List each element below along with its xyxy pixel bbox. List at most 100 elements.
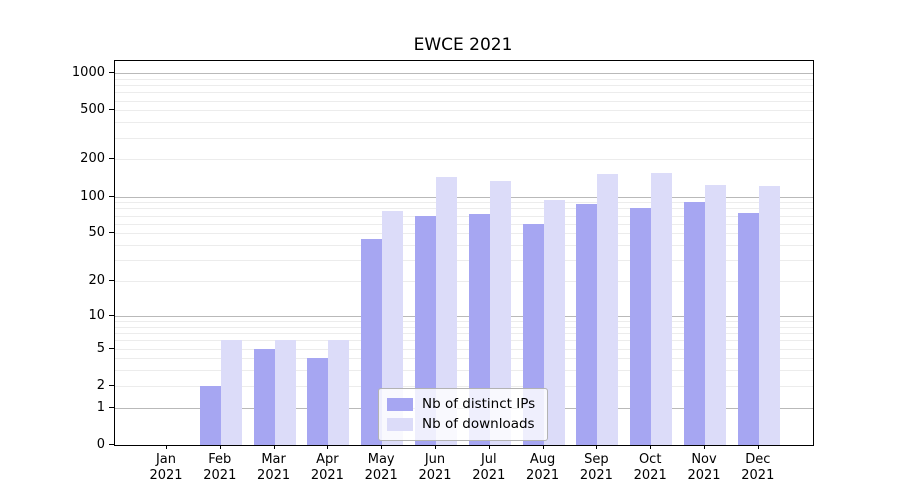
- gridline-minor: [115, 358, 813, 360]
- x-tick-mark: [488, 445, 490, 449]
- gridline-minor: [115, 233, 813, 235]
- y-tick-label: 500: [80, 102, 105, 118]
- gridline-minor: [115, 137, 813, 139]
- bar-downloads-jun: [436, 176, 457, 445]
- bar-downloads-feb: [220, 340, 242, 445]
- x-tick-year: 2021: [526, 468, 560, 483]
- bar-distinct-ips-apr: [307, 358, 329, 445]
- bar-downloads-apr: [328, 340, 350, 445]
- gridline-minor: [115, 348, 813, 350]
- x-tick-mark: [650, 445, 652, 449]
- x-tick-month: Oct: [638, 452, 662, 467]
- x-tick-year: 2021: [257, 468, 291, 483]
- gridline-minor: [115, 85, 813, 86]
- x-tick-label: Nov 2021: [676, 452, 732, 484]
- gridline-minor: [115, 281, 813, 283]
- y-tick-label: 2: [96, 377, 105, 393]
- y-tick-label: 200: [80, 151, 105, 167]
- gridline-minor: [115, 385, 813, 387]
- gridline-minor: [115, 245, 813, 246]
- y-tick-mark: [109, 280, 114, 282]
- y-tick-label: 1000: [71, 65, 105, 80]
- y-tick-label: 0: [96, 437, 105, 452]
- x-tick-mark: [381, 445, 383, 449]
- x-tick-label: Oct 2021: [622, 452, 678, 484]
- y-tick-label: 5: [96, 340, 105, 356]
- x-tick-year: 2021: [687, 468, 721, 483]
- chart-title: EWCE 2021: [413, 35, 513, 55]
- x-tick-mark: [327, 445, 329, 449]
- x-tick-month: Mar: [261, 452, 286, 467]
- gridline-minor: [115, 78, 813, 80]
- x-tick-month: Jul: [480, 452, 497, 467]
- x-tick-year: 2021: [633, 468, 667, 483]
- gridline-minor: [115, 215, 813, 217]
- y-tick-label: 100: [80, 188, 105, 204]
- x-tick-mark: [704, 445, 705, 449]
- x-tick-month: Dec: [745, 452, 771, 467]
- bar-downloads-sep: [597, 174, 619, 445]
- gridline-minor: [115, 110, 813, 112]
- bar-downloads-may: [382, 211, 404, 445]
- gridline-minor: [115, 370, 813, 372]
- x-tick-year: 2021: [418, 468, 452, 483]
- x-tick-mark: [757, 445, 759, 449]
- x-tick-label: Feb 2021: [192, 452, 248, 484]
- x-tick-month: Feb: [208, 452, 232, 467]
- y-tick-label: 1: [96, 399, 105, 415]
- gridline-minor: [115, 326, 813, 328]
- gridline-minor: [115, 92, 813, 94]
- bar-distinct-ips-feb: [199, 385, 221, 445]
- legend-swatch-downloads-icon: [387, 417, 413, 431]
- x-tick-month: Aug: [529, 452, 556, 467]
- x-tick-year: 2021: [310, 468, 344, 483]
- y-tick-mark: [109, 72, 114, 73]
- x-tick-year: 2021: [472, 468, 506, 483]
- gridline-minor: [115, 223, 813, 225]
- x-tick-mark: [273, 445, 275, 449]
- bar-distinct-ips-may: [361, 238, 383, 445]
- x-tick-label: Apr 2021: [299, 452, 355, 484]
- x-tick-month: May: [367, 452, 395, 467]
- x-tick-month: Sep: [584, 452, 609, 467]
- x-tick-year: 2021: [203, 468, 237, 483]
- gridline-minor: [115, 260, 813, 262]
- legend-item-distinct-ips: Nb of distinct IPs: [387, 394, 539, 414]
- bar-downloads-dec: [758, 185, 780, 445]
- bar-distinct-ips-mar: [253, 348, 275, 445]
- gridline-major: [115, 196, 813, 198]
- x-tick-label: Dec 2021: [730, 452, 786, 484]
- bar-downloads-nov: [705, 184, 726, 445]
- bar-downloads-jul: [489, 180, 511, 445]
- gridline-minor: [115, 340, 813, 342]
- y-tick-mark: [109, 406, 114, 408]
- bar-downloads-oct: [651, 172, 673, 445]
- gridline-minor: [115, 208, 813, 210]
- x-tick-label: Sep 2021: [568, 452, 624, 484]
- x-tick-mark: [166, 445, 167, 449]
- x-tick-mark: [435, 445, 436, 449]
- y-tick-mark: [109, 384, 114, 386]
- x-tick-year: 2021: [149, 468, 183, 483]
- y-tick-mark: [109, 232, 114, 234]
- x-tick-mark: [219, 445, 221, 449]
- x-tick-month: Apr: [316, 452, 339, 467]
- x-tick-mark: [596, 445, 598, 449]
- y-tick-label: 10: [88, 307, 105, 323]
- bar-distinct-ips-jul: [468, 214, 490, 445]
- x-tick-label: Jan 2021: [138, 452, 194, 484]
- legend-item-downloads: Nb of downloads: [387, 414, 539, 434]
- gridline-minor: [115, 100, 813, 102]
- gridline-minor: [115, 122, 813, 124]
- y-tick-mark: [109, 444, 114, 445]
- bar-downloads-mar: [274, 340, 296, 445]
- y-tick-mark: [109, 314, 114, 316]
- gridline-minor: [115, 321, 813, 322]
- legend-label-downloads: Nb of downloads: [422, 416, 535, 432]
- legend-label-distinct-ips: Nb of distinct IPs: [422, 396, 536, 412]
- x-tick-label: Mar 2021: [246, 452, 302, 484]
- gridline-major: [115, 73, 813, 74]
- x-tick-label: Aug 2021: [515, 452, 571, 484]
- x-tick-mark: [542, 445, 544, 449]
